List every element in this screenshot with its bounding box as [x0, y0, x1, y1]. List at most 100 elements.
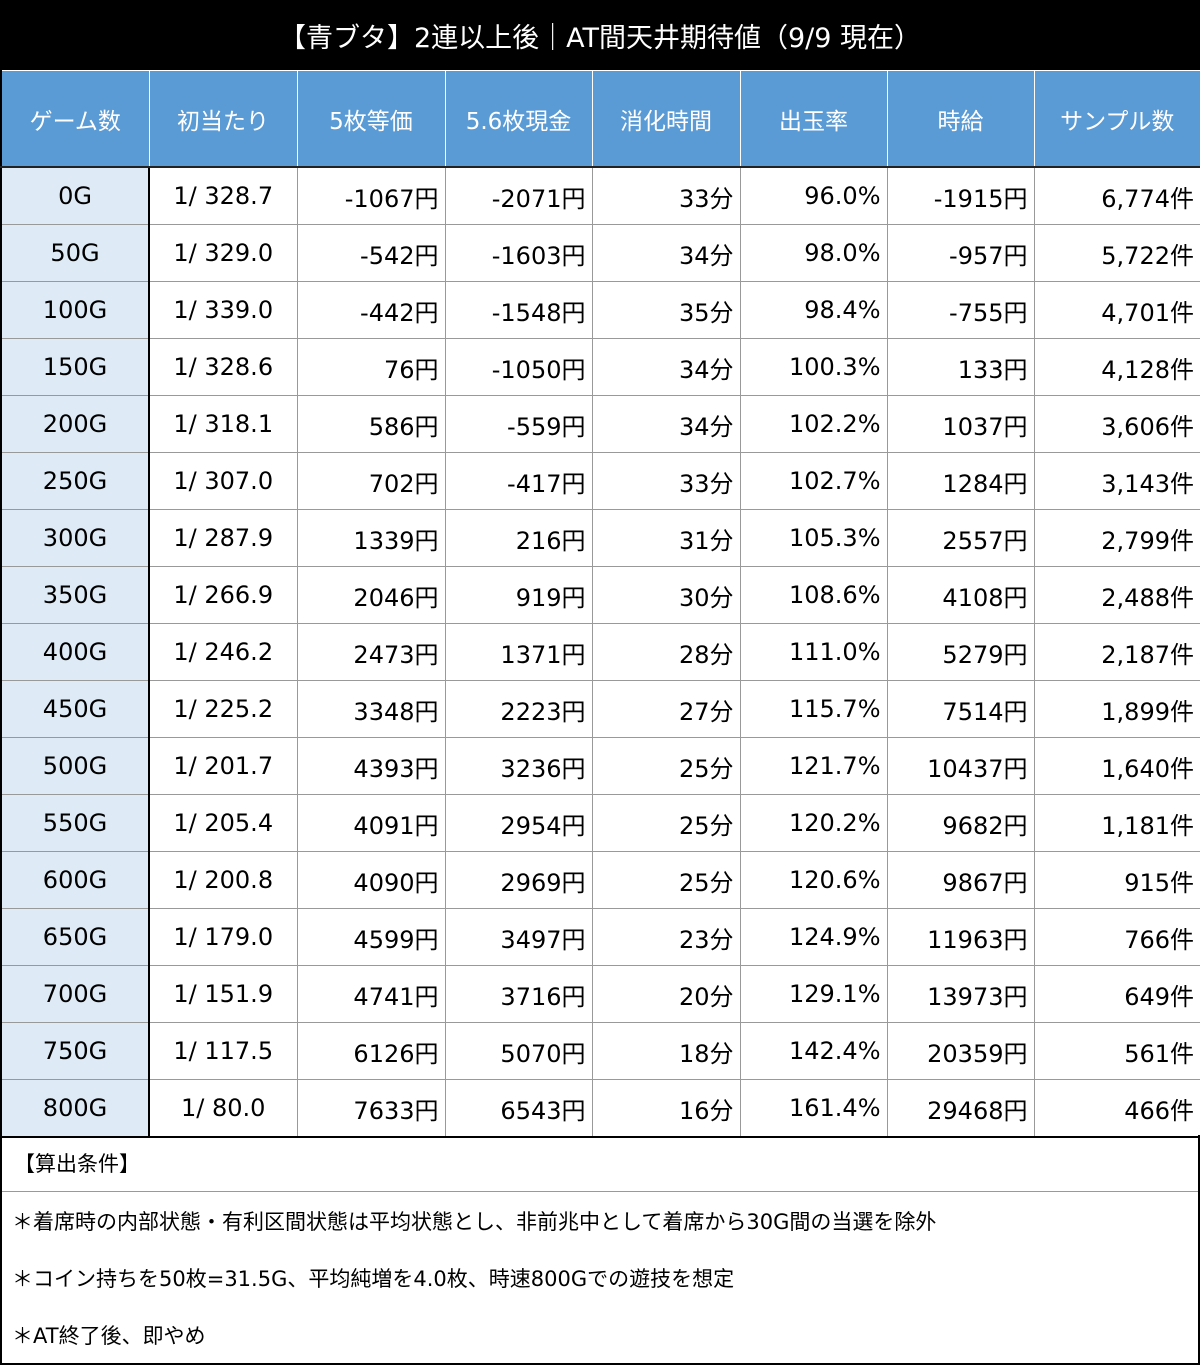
cell-games: 650G	[0, 908, 150, 966]
cell-5-6-coin-cash: 3716円	[444, 965, 593, 1023]
cell-hourly-wage: 4108円	[886, 566, 1035, 624]
cell-payout-rate: 115.7%	[739, 680, 888, 738]
cell-first-hit: 1/ 328.6	[148, 338, 298, 396]
cell-5-6-coin-cash: 1371円	[444, 623, 593, 681]
note-line: ＊コイン持ちを50枚=31.5G、平均純増を4.0枚、時速800Gでの遊技を想定	[12, 1266, 735, 1291]
cell-first-hit: 1/ 151.9	[148, 965, 298, 1023]
cell-play-time: 27分	[591, 680, 741, 738]
cell-payout-rate: 108.6%	[739, 566, 888, 624]
cell-games: 400G	[0, 623, 150, 681]
header-5-coin-equal: 5枚等価	[296, 70, 446, 168]
header-row: ゲーム数 初当たり 5枚等価 5.6枚現金 消化時間 出玉率 時給 サンプル数	[0, 70, 1200, 168]
cell-games: 600G	[0, 851, 150, 909]
cell-first-hit: 1/ 200.8	[148, 851, 298, 909]
header-5-6-coin-cash: 5.6枚現金	[444, 70, 593, 168]
table-row: 750G 1/ 117.5 6126円 5070円 18分 142.4% 20359円 561…	[0, 1022, 1200, 1080]
cell-5-6-coin-cash: -417円	[444, 452, 593, 510]
cell-hourly-wage: -957円	[886, 224, 1035, 282]
cell-payout-rate: 142.4%	[739, 1022, 888, 1080]
cell-payout-rate: 121.7%	[739, 737, 888, 795]
calculation-notes: 【算出条件】 ＊着席時の内部状態・有利区間状態は平均状態とし、非前兆中として着席…	[0, 1135, 1200, 1365]
cell-sample-count: 1,899件	[1033, 680, 1200, 738]
cell-hourly-wage: 1037円	[886, 395, 1035, 453]
header-games: ゲーム数	[0, 70, 150, 168]
expected-value-table: ゲーム数 初当たり 5枚等価 5.6枚現金 消化時間 出玉率 時給 サンプル数 …	[0, 70, 1200, 1138]
cell-5-coin-equal: 2473円	[296, 623, 446, 681]
cell-play-time: 23分	[591, 908, 741, 966]
cell-games: 200G	[0, 395, 150, 453]
cell-first-hit: 1/ 339.0	[148, 281, 298, 339]
cell-play-time: 33分	[591, 452, 741, 510]
cell-play-time: 34分	[591, 395, 741, 453]
cell-first-hit: 1/ 307.0	[148, 452, 298, 510]
cell-payout-rate: 100.3%	[739, 338, 888, 396]
cell-payout-rate: 129.1%	[739, 965, 888, 1023]
cell-5-coin-equal: 76円	[296, 338, 446, 396]
cell-5-6-coin-cash: 3497円	[444, 908, 593, 966]
cell-payout-rate: 102.7%	[739, 452, 888, 510]
table-row: 0G 1/ 328.7 -1067円 -2071円 33分 96.0% -1915円 6,77…	[0, 166, 1200, 225]
cell-first-hit: 1/ 246.2	[148, 623, 298, 681]
cell-payout-rate: 105.3%	[739, 509, 888, 567]
cell-sample-count: 2,187件	[1033, 623, 1200, 681]
cell-5-coin-equal: -1067円	[296, 166, 446, 225]
cell-sample-count: 3,143件	[1033, 452, 1200, 510]
cell-payout-rate: 102.2%	[739, 395, 888, 453]
table-row: 100G 1/ 339.0 -442円 -1548円 35分 98.4% -755円 4,70…	[0, 281, 1200, 339]
cell-first-hit: 1/ 266.9	[148, 566, 298, 624]
table-row: 350G 1/ 266.9 2046円 919円 30分 108.6% 4108円 2,488…	[0, 566, 1200, 624]
cell-payout-rate: 98.0%	[739, 224, 888, 282]
cell-first-hit: 1/ 201.7	[148, 737, 298, 795]
cell-5-6-coin-cash: 919円	[444, 566, 593, 624]
cell-first-hit: 1/ 318.1	[148, 395, 298, 453]
cell-sample-count: 766件	[1033, 908, 1200, 966]
header-payout-rate: 出玉率	[739, 70, 888, 168]
cell-sample-count: 649件	[1033, 965, 1200, 1023]
cell-hourly-wage: 9867円	[886, 851, 1035, 909]
cell-5-6-coin-cash: 2954円	[444, 794, 593, 852]
cell-play-time: 28分	[591, 623, 741, 681]
cell-5-6-coin-cash: 3236円	[444, 737, 593, 795]
cell-first-hit: 1/ 328.7	[148, 166, 298, 225]
cell-play-time: 20分	[591, 965, 741, 1023]
cell-5-coin-equal: 586円	[296, 395, 446, 453]
cell-sample-count: 4,701件	[1033, 281, 1200, 339]
table-row: 300G 1/ 287.9 1339円 216円 31分 105.3% 2557円 2,799…	[0, 509, 1200, 567]
cell-play-time: 25分	[591, 851, 741, 909]
table-row: 650G 1/ 179.0 4599円 3497円 23分 124.9% 11963円 766…	[0, 908, 1200, 966]
cell-5-coin-equal: 1339円	[296, 509, 446, 567]
cell-first-hit: 1/ 117.5	[148, 1022, 298, 1080]
table-body: 0G 1/ 328.7 -1067円 -2071円 33分 96.0% -1915円 6,77…	[0, 166, 1200, 1138]
cell-sample-count: 466件	[1033, 1079, 1200, 1138]
cell-5-6-coin-cash: -1548円	[444, 281, 593, 339]
cell-play-time: 35分	[591, 281, 741, 339]
cell-sample-count: 3,606件	[1033, 395, 1200, 453]
cell-first-hit: 1/ 179.0	[148, 908, 298, 966]
cell-payout-rate: 120.2%	[739, 794, 888, 852]
cell-games: 50G	[0, 224, 150, 282]
table-row: 50G 1/ 329.0 -542円 -1603円 34分 98.0% -957円 5,722…	[0, 224, 1200, 282]
cell-5-6-coin-cash: 2223円	[444, 680, 593, 738]
cell-5-6-coin-cash: -1050円	[444, 338, 593, 396]
cell-hourly-wage: -755円	[886, 281, 1035, 339]
cell-5-coin-equal: 4393円	[296, 737, 446, 795]
cell-payout-rate: 96.0%	[739, 166, 888, 225]
cell-games: 800G	[0, 1079, 150, 1138]
cell-sample-count: 6,774件	[1033, 166, 1200, 225]
cell-payout-rate: 120.6%	[739, 851, 888, 909]
note-line: ＊着席時の内部状態・有利区間状態は平均状態とし、非前兆中として着席から30G間の…	[12, 1209, 937, 1234]
cell-payout-rate: 124.9%	[739, 908, 888, 966]
cell-5-coin-equal: 6126円	[296, 1022, 446, 1080]
cell-games: 700G	[0, 965, 150, 1023]
cell-games: 550G	[0, 794, 150, 852]
cell-games: 500G	[0, 737, 150, 795]
cell-play-time: 18分	[591, 1022, 741, 1080]
cell-5-coin-equal: 702円	[296, 452, 446, 510]
table-title: 【青ブタ】2連以上後｜AT間天井期待値（9/9 現在）	[0, 0, 1200, 70]
cell-hourly-wage: 10437円	[886, 737, 1035, 795]
cell-5-6-coin-cash: 216円	[444, 509, 593, 567]
notes-heading: 【算出条件】	[2, 1135, 1198, 1192]
cell-first-hit: 1/ 80.0	[148, 1079, 298, 1138]
cell-play-time: 33分	[591, 166, 741, 225]
